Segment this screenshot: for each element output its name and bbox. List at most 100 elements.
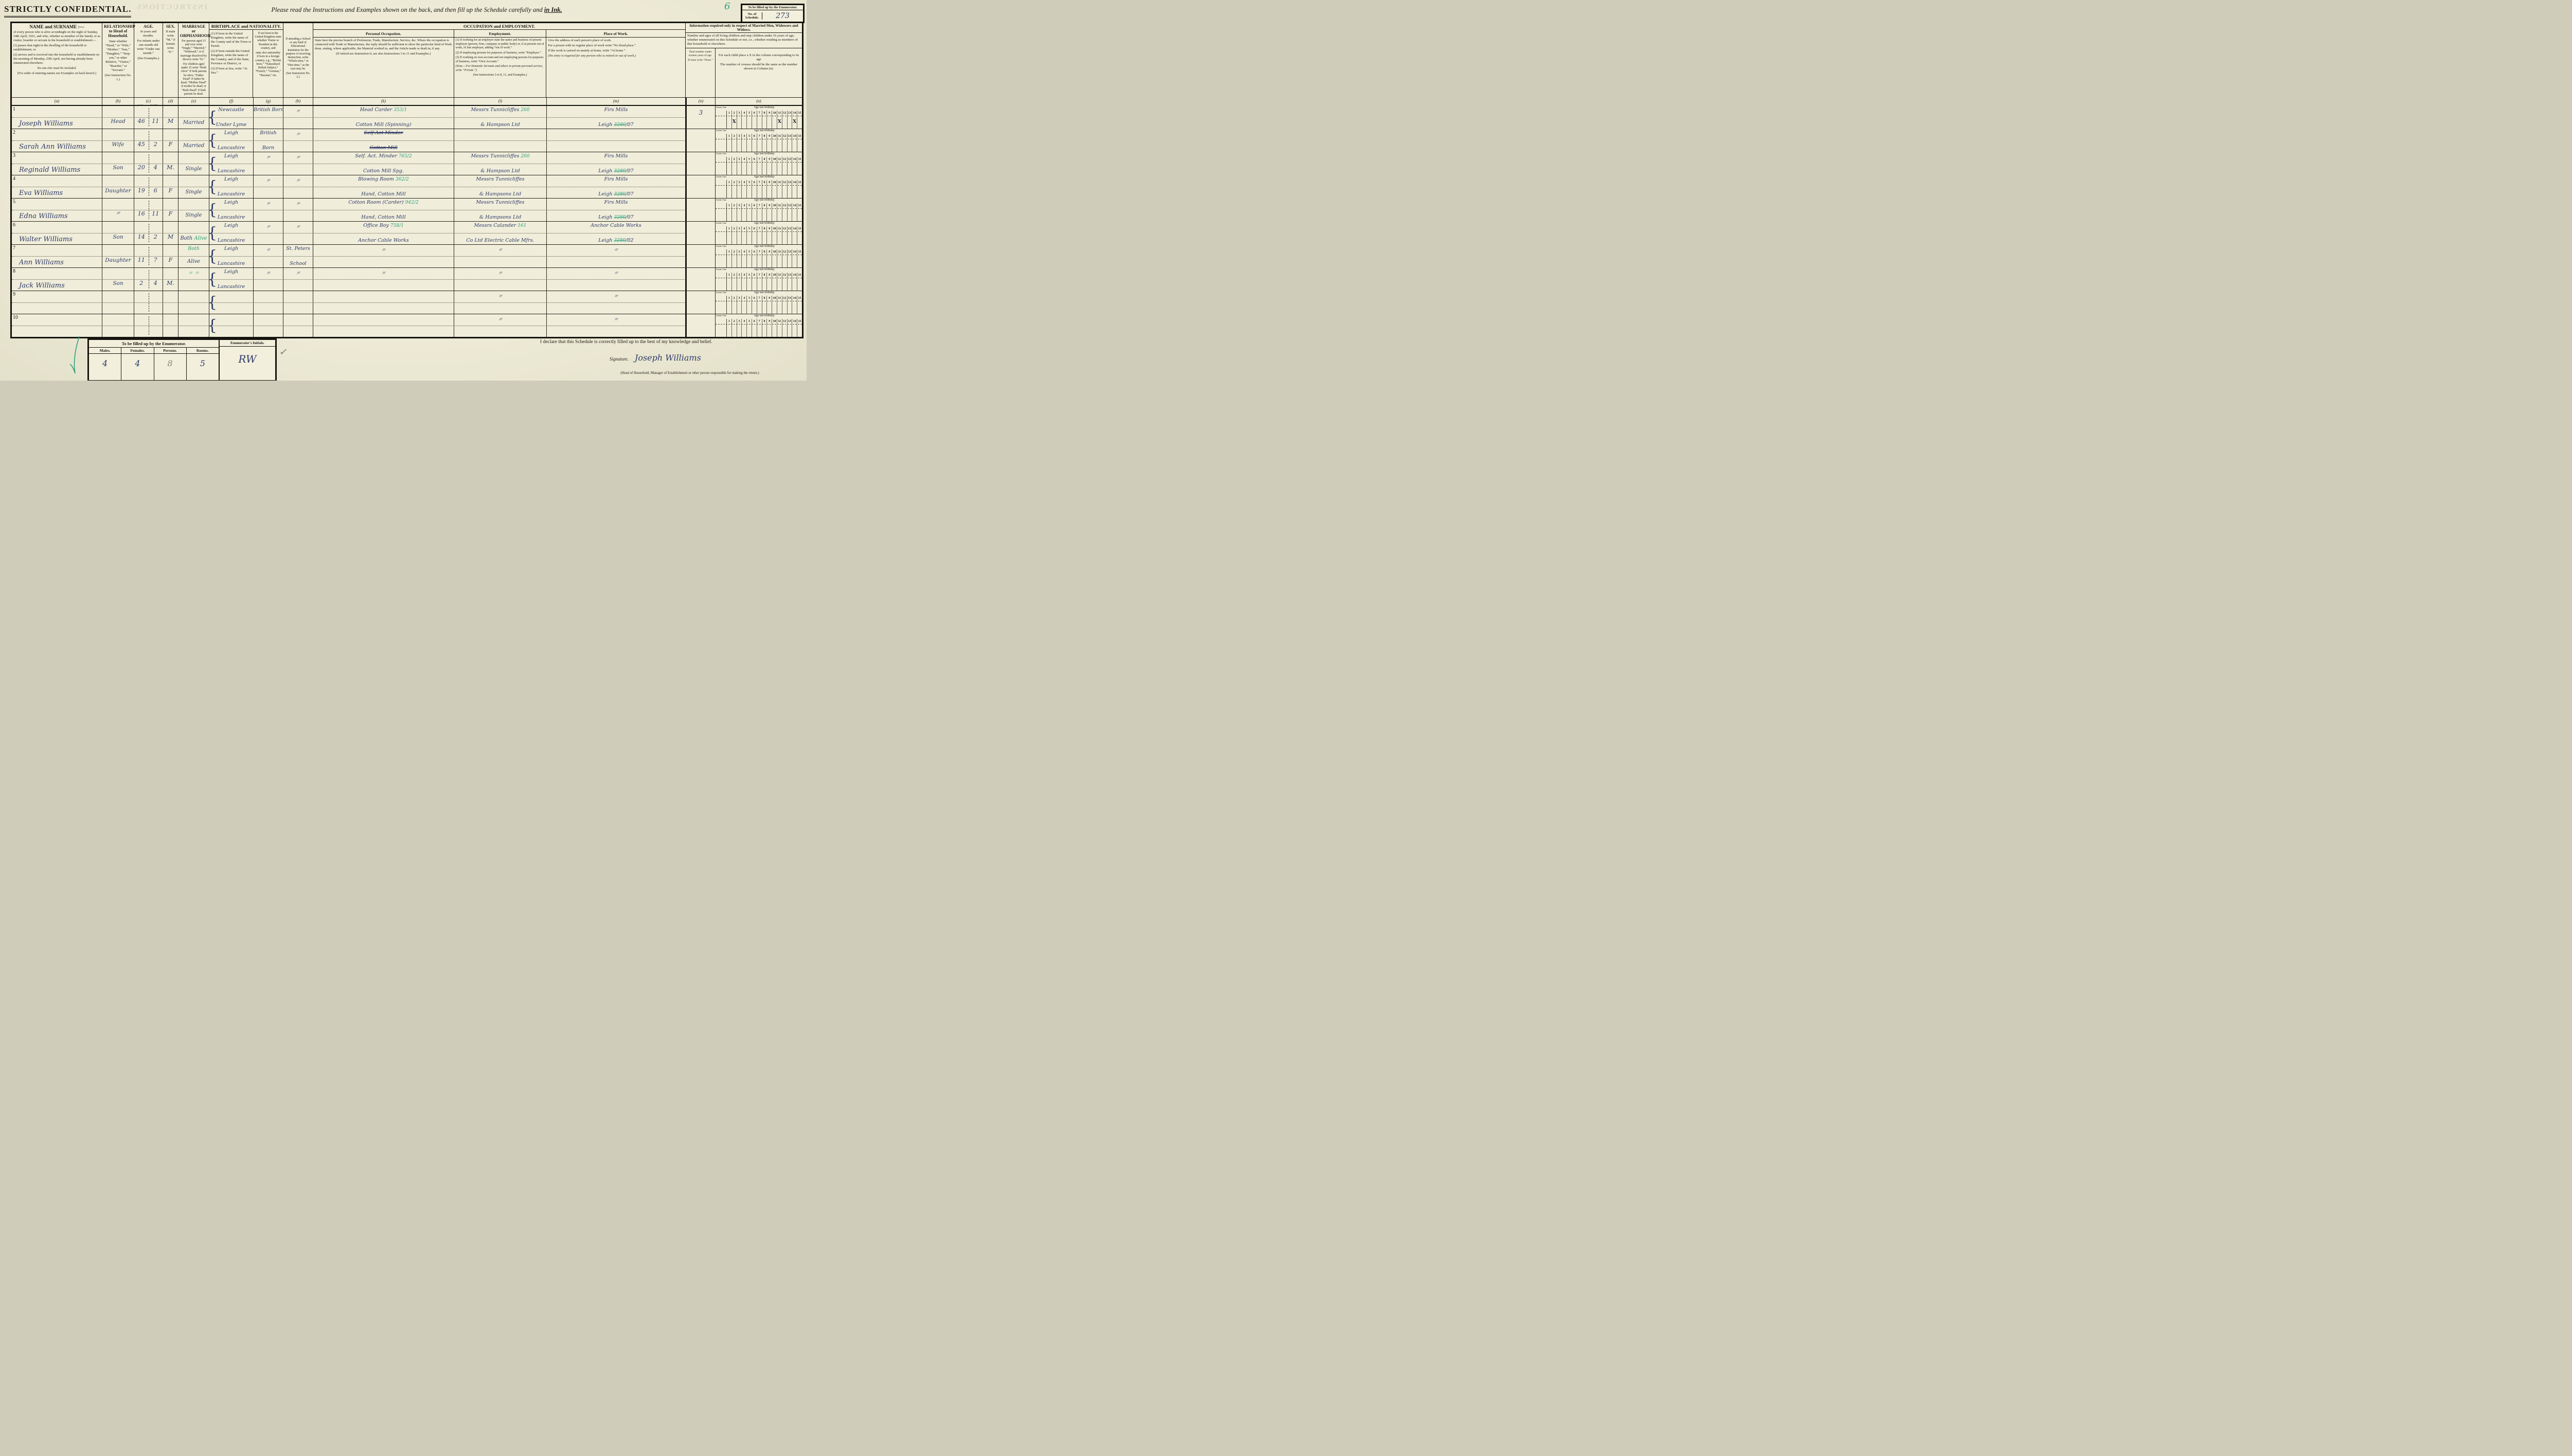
occupation-line1: Cotton Room (Carder) 942/2 [313, 200, 454, 205]
age-number: 1 [727, 273, 732, 278]
age-number: 15 [798, 158, 801, 161]
employment-line1: Messrs Calander 161 [454, 223, 546, 228]
occupation-line2: Cotton Mill [369, 145, 398, 151]
age-number: 4 [742, 273, 747, 278]
age-number: 13 [788, 134, 793, 139]
age-mark-cell [747, 209, 752, 221]
age-mark-cell [782, 116, 788, 129]
place-line2: Leigh 3280/07 [547, 168, 685, 174]
age-number: 9 [767, 226, 773, 231]
age-mark-cell [747, 139, 752, 152]
employment-code: 260 [521, 107, 530, 113]
age-last-birthday-label: Age last birthday. [754, 152, 775, 155]
marriage-ink: Single [185, 212, 202, 218]
place-code: 3280 [614, 192, 626, 197]
age-mark-cell [742, 278, 747, 291]
age-numbers: 1 2 3 4 5 6 7 8 9 10 11 12 13 14 15 [716, 111, 802, 116]
employment-cell: 〃 [454, 268, 547, 291]
age-number: 15 [798, 274, 801, 277]
employment-text1: 〃 [497, 247, 503, 253]
header-nationality-p1: If not born in the United Kingdom state … [255, 32, 281, 50]
sex-value: M [167, 233, 174, 240]
header-nationality: If not born in the United Kingdom state … [253, 30, 283, 97]
age-number: 14 [792, 296, 798, 301]
rows: 1 Joseph Williams Head 46 11 M Married {… [12, 106, 802, 337]
birthplace-line2: Lancashire [217, 145, 245, 151]
schedule-box-title: To be filled up by the Enumerator. [742, 5, 803, 10]
age-number: 8 [762, 296, 767, 301]
marriage-ink: Single [185, 166, 202, 172]
row-number: 4 [13, 176, 15, 182]
schedule-number-value: 273 [776, 12, 790, 20]
place-code: 3280 [614, 169, 626, 174]
age-cell [134, 291, 163, 314]
header-marriage-p1: For persons aged 15 and over write “Sing… [180, 39, 207, 61]
place-line2: Leigh 3280/02 [547, 238, 685, 243]
nationality-line1: British [260, 130, 277, 136]
age-mark-cell [752, 325, 757, 337]
age-number: 4 [742, 249, 747, 255]
age-mark-cell [716, 232, 727, 244]
row-brace: { [207, 108, 218, 127]
age-number: 12 [782, 134, 788, 139]
age-number: 8 [762, 203, 767, 208]
column-letter-l: (l) [454, 98, 547, 105]
age-mark-cell [757, 232, 762, 244]
age-mark-cell [788, 116, 793, 129]
birthplace-cell: { Leigh Lancashire [207, 245, 254, 267]
age-number: 13 [788, 273, 793, 278]
header-children-total-p2: If none write “None.” [688, 58, 713, 62]
age-mark-cell [757, 278, 762, 291]
age-number: 3 [737, 319, 742, 324]
males-header: Males. [89, 348, 122, 353]
occupation-line2: Cotton Mill (Spinning) [355, 122, 412, 128]
relationship-cell: Son [102, 222, 134, 244]
sex-cell: M [163, 106, 178, 129]
under-one-label: Under One [716, 222, 727, 224]
age-mark-cell [732, 255, 737, 267]
age-mark-cell [752, 301, 757, 314]
occupation-cell [313, 314, 454, 337]
age-mark-cell [782, 325, 788, 337]
age-mark-cell [792, 209, 798, 221]
marriage-cell: 〃 〃 [178, 268, 209, 291]
children-age-grid-cell: Under One Age last birthday. 1 2 3 4 5 6 7 8 9 10… [716, 152, 802, 175]
place-suffix: /07 [626, 191, 634, 197]
occupation-line1: 〃 [313, 246, 454, 253]
header-employment-p4: (Note.—For Domestic Servants and others … [455, 65, 543, 72]
age-number: 11 [777, 273, 782, 278]
age-number: 5 [747, 296, 752, 301]
age-marks [716, 301, 802, 314]
age-number: 5 [747, 134, 752, 139]
children-age-grid-cell: Under One Age last birthday. 1 2 3 4 5 6 7 8 9 10… [716, 222, 802, 244]
age-cell: 45 2 [134, 129, 163, 152]
header-place-of-work-p1: Give the address of each person's place … [548, 39, 612, 42]
age-number: 1 [727, 111, 732, 116]
age-mark-cell [762, 255, 767, 267]
employment-text1: Messrs Calander [474, 223, 516, 228]
rooms-header: Rooms. [196, 348, 209, 353]
header-school-p2: (See Instruction No. 2.) [286, 72, 310, 79]
age-number: 1 [727, 180, 732, 185]
schedule-table: NAME and SURNAME :— of every person who … [10, 22, 803, 338]
employment-cell: Messrs Tunnicliffes 260 & Hampson Ltd [454, 152, 547, 175]
age-number: 3 [737, 249, 742, 255]
age-mark-cell [792, 163, 798, 175]
age-number: 15 [798, 204, 801, 207]
fill-instruction-ink: in Ink. [544, 6, 562, 13]
fill-instruction: Please read the Instructions and Example… [242, 6, 592, 14]
birthplace-line2: Lancashire [217, 191, 245, 197]
age-mark-cell [782, 255, 788, 267]
birthplace-line2: Lancashire [217, 284, 245, 290]
sex-cell [163, 291, 178, 314]
age-mark-cell [762, 116, 767, 129]
marriage-cell [178, 314, 209, 337]
age-number: 14 [792, 111, 798, 116]
age-mark-cell [752, 116, 757, 129]
nationality-line1: British Born [254, 107, 284, 113]
school-line1: 〃 [295, 224, 301, 230]
age-last-birthday-label: Age last birthday. [754, 129, 775, 132]
relationship-value: Son [113, 165, 123, 171]
age-mark-cell [732, 163, 737, 175]
occupation-code: 362/2 [395, 177, 409, 182]
